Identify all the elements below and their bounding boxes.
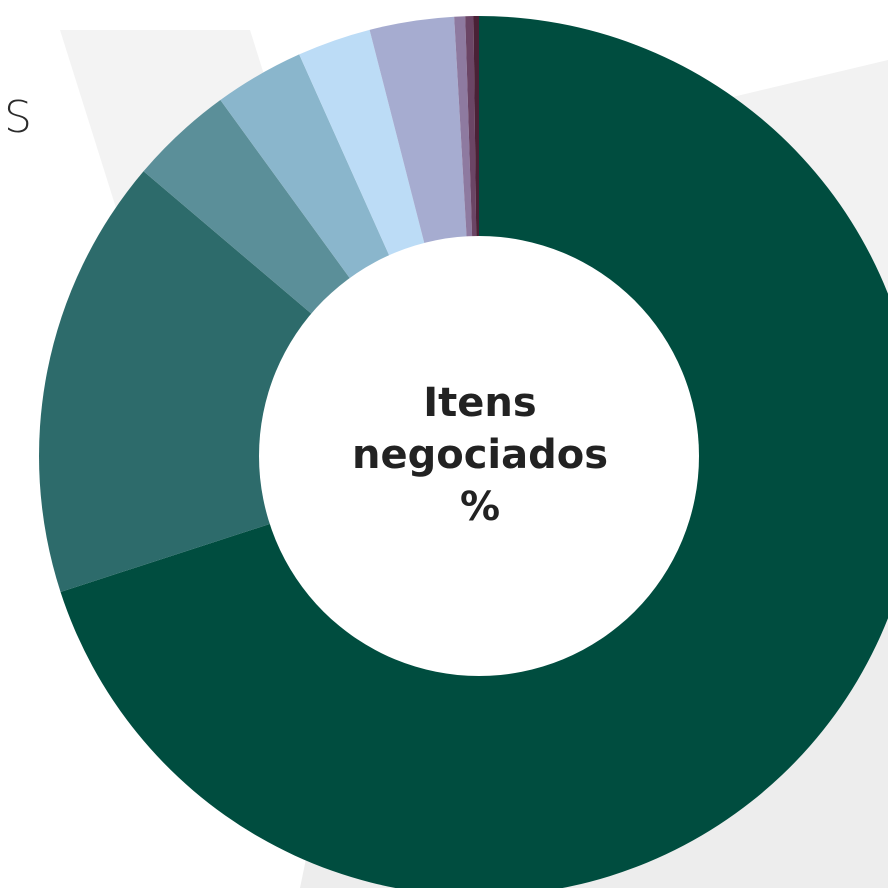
donut-center-label: Itens negociados %: [329, 377, 631, 533]
donut-slice-1: [60, 16, 888, 888]
center-label-line: Itens: [423, 380, 537, 426]
center-label-line: %: [459, 484, 501, 530]
center-label-line: negociados: [351, 432, 609, 478]
cropped-heading-fragment: S: [4, 92, 32, 143]
donut-hole: [259, 236, 699, 676]
